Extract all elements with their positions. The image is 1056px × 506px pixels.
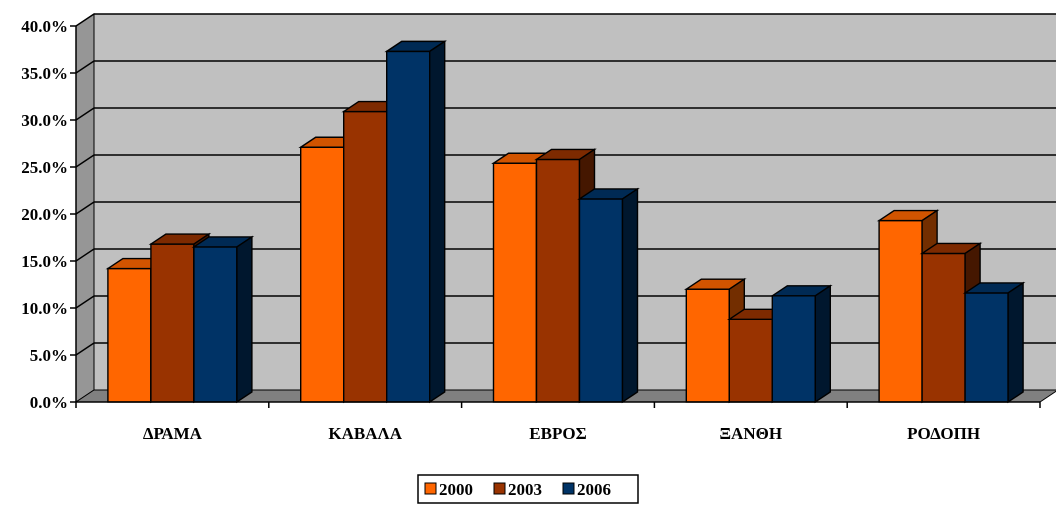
gridline [75,154,1056,168]
y-tick-label: 35.0% [21,64,68,83]
bar-side [621,187,639,404]
bar-side [236,235,253,404]
bar-side [814,284,831,404]
bar [962,281,1026,404]
gridline [75,13,1056,27]
x-category-label: ΚΑΒΑΛΑ [328,424,402,443]
y-tick-label: 0.0% [30,393,68,412]
legend-swatch [562,482,575,495]
y-tick-label: 15.0% [21,252,68,271]
y-tick-label: 30.0% [21,111,68,130]
gridline [75,248,1056,262]
bar-front [150,243,195,403]
x-category-label: ΔΡΑΜΑ [143,424,203,443]
bar-front [685,288,730,403]
x-category-labels: ΔΡΑΜΑ ΚΑΒΑΛΑ ΕΒΡΟΣ ΞΑΝΘΗ ΡΟΔΟΠΗ [143,424,980,443]
legend-label: 2000 [439,480,473,499]
bar-front [193,246,238,403]
gridline [75,107,1056,121]
bar-front [878,219,923,403]
gridline [75,201,1056,215]
legend-label: 2003 [508,480,542,499]
bar-front [921,252,966,403]
bar-side [1007,281,1024,404]
x-category-label: ΡΟΔΟΠΗ [907,424,980,443]
bar [384,40,448,404]
bar-front [728,318,773,403]
y-tick-label: 25.0% [21,158,68,177]
bar-front [492,162,538,403]
bar [577,187,640,404]
bar-side [429,40,446,404]
x-category-label: ΕΒΡΟΣ [529,424,586,443]
y-tick-labels: 0.0% 5.0% 10.0% 15.0% 20.0% 25.0% 30.0% 35.0% 40… [21,17,76,412]
y-tick-label: 40.0% [21,17,68,36]
legend-swatch [424,482,437,495]
x-category-label: ΞΑΝΘΗ [720,424,783,443]
bar [919,242,983,404]
legend-box [417,474,639,504]
y-tick-label: 5.0% [30,346,68,365]
bar-front [535,158,581,403]
legend-label: 2006 [577,480,611,499]
bar-front [300,146,345,403]
y-tick-label: 10.0% [21,299,68,318]
bar-front [386,50,431,403]
legend-swatch [493,482,506,495]
bars [105,40,1026,404]
gridline [75,60,1056,74]
bar-front [107,267,152,403]
bar-front [771,295,816,403]
y-tick-label: 20.0% [21,205,68,224]
bar-front [578,198,624,403]
bar [191,235,255,404]
bar-front [343,110,388,403]
bar [769,284,833,404]
legend: 2000 2003 2006 [417,474,639,504]
bar-front [964,292,1009,403]
